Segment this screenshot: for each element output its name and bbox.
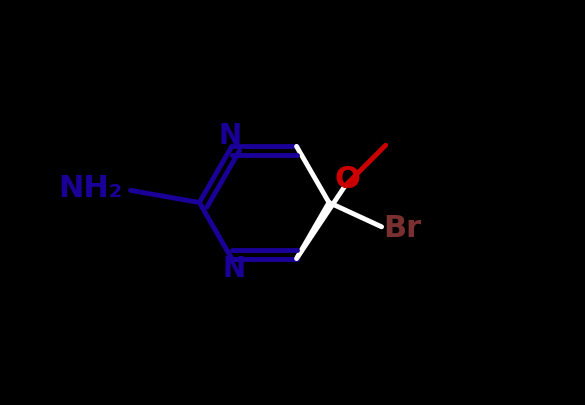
Text: N: N	[222, 255, 245, 283]
Text: O: O	[334, 165, 360, 194]
Text: NH₂: NH₂	[58, 174, 122, 203]
Text: Br: Br	[384, 214, 422, 243]
Text: N: N	[218, 122, 241, 150]
